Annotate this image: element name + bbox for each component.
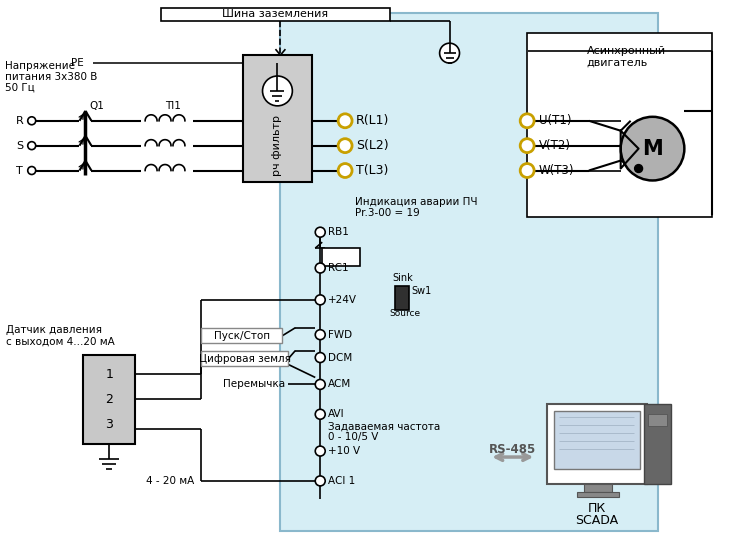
Text: Тl1: Тl1 xyxy=(165,101,181,111)
Text: двигатель: двигатель xyxy=(587,58,648,68)
Bar xyxy=(554,411,639,469)
Bar xyxy=(243,55,312,182)
Text: Датчик давления: Датчик давления xyxy=(6,325,102,334)
Text: 4 - 20 мА: 4 - 20 мА xyxy=(146,476,195,486)
Text: S(L2): S(L2) xyxy=(356,139,389,152)
Text: W(T3): W(T3) xyxy=(539,164,574,177)
Text: Напряжение: Напряжение xyxy=(5,61,75,71)
Text: DCM: DCM xyxy=(328,352,352,363)
Text: PE: PE xyxy=(71,58,83,68)
Text: Sink: Sink xyxy=(393,273,413,283)
Circle shape xyxy=(28,117,36,125)
Text: T(L3): T(L3) xyxy=(356,164,389,177)
Circle shape xyxy=(620,117,685,180)
Text: Source: Source xyxy=(390,310,421,318)
Bar xyxy=(395,286,409,310)
Text: 3: 3 xyxy=(106,418,113,431)
Text: SCADA: SCADA xyxy=(575,514,618,527)
Text: 0 - 10/5 V: 0 - 10/5 V xyxy=(328,432,378,442)
Circle shape xyxy=(28,142,36,150)
Circle shape xyxy=(315,227,325,237)
Circle shape xyxy=(338,138,352,153)
Text: с выходом 4...20 мА: с выходом 4...20 мА xyxy=(6,337,114,346)
Circle shape xyxy=(338,163,352,178)
Circle shape xyxy=(521,114,534,128)
Text: RB1: RB1 xyxy=(328,227,349,237)
Circle shape xyxy=(635,165,642,173)
Circle shape xyxy=(315,476,325,486)
Bar xyxy=(322,248,360,266)
Text: R: R xyxy=(16,116,23,126)
Circle shape xyxy=(28,167,36,174)
Text: AVI: AVI xyxy=(328,409,345,419)
Bar xyxy=(577,492,619,497)
Text: R(L1): R(L1) xyxy=(356,114,389,127)
Text: +10 V: +10 V xyxy=(328,446,360,456)
Text: Pr.3-00 = 19: Pr.3-00 = 19 xyxy=(355,209,420,218)
Bar xyxy=(161,8,390,21)
Circle shape xyxy=(521,138,534,153)
Text: Sw1: Sw1 xyxy=(412,286,432,296)
Text: U(T1): U(T1) xyxy=(539,114,572,127)
Circle shape xyxy=(262,76,292,106)
Text: 1: 1 xyxy=(106,368,113,381)
Circle shape xyxy=(315,380,325,389)
Circle shape xyxy=(338,114,352,128)
Circle shape xyxy=(315,446,325,456)
Bar xyxy=(584,484,612,492)
Text: Индикация аварии ПЧ: Индикация аварии ПЧ xyxy=(355,197,477,207)
Text: ACM: ACM xyxy=(328,380,351,389)
Circle shape xyxy=(315,409,325,419)
Bar xyxy=(547,405,647,484)
Text: ПК: ПК xyxy=(588,502,606,515)
Circle shape xyxy=(315,330,325,340)
Circle shape xyxy=(315,295,325,305)
Text: Q1: Q1 xyxy=(89,101,104,111)
Bar xyxy=(527,33,712,217)
Text: RS-485: RS-485 xyxy=(488,443,536,456)
Text: Задаваемая частота: Задаваемая частота xyxy=(328,421,440,431)
Text: S: S xyxy=(16,141,23,150)
Text: рч фильтр: рч фильтр xyxy=(273,115,282,176)
Bar xyxy=(201,351,289,365)
Bar xyxy=(644,405,671,484)
Text: V(T2): V(T2) xyxy=(539,139,571,152)
Text: Асинхронный: Асинхронный xyxy=(587,46,666,56)
Text: T: T xyxy=(16,166,23,175)
Text: Перемычка: Перемычка xyxy=(223,380,285,389)
Circle shape xyxy=(440,43,459,63)
Text: FWD: FWD xyxy=(328,330,352,340)
Text: питания 3х380 В: питания 3х380 В xyxy=(5,72,97,82)
Text: RC1: RC1 xyxy=(328,263,348,273)
Text: 2: 2 xyxy=(106,393,113,406)
Circle shape xyxy=(315,263,325,273)
Text: Цифровая земля: Цифровая земля xyxy=(198,353,291,364)
Bar xyxy=(647,414,668,426)
Text: 50 Гц: 50 Гц xyxy=(5,83,34,93)
Text: M: M xyxy=(642,138,663,159)
Bar xyxy=(281,14,658,531)
Text: Пуск/Стоп: Пуск/Стоп xyxy=(214,331,270,340)
Bar xyxy=(201,328,282,343)
Bar xyxy=(83,355,135,444)
Circle shape xyxy=(315,352,325,363)
Text: Шина заземления: Шина заземления xyxy=(222,9,329,20)
Text: +24V: +24V xyxy=(328,295,357,305)
Text: ACI 1: ACI 1 xyxy=(328,476,356,486)
Circle shape xyxy=(521,163,534,178)
